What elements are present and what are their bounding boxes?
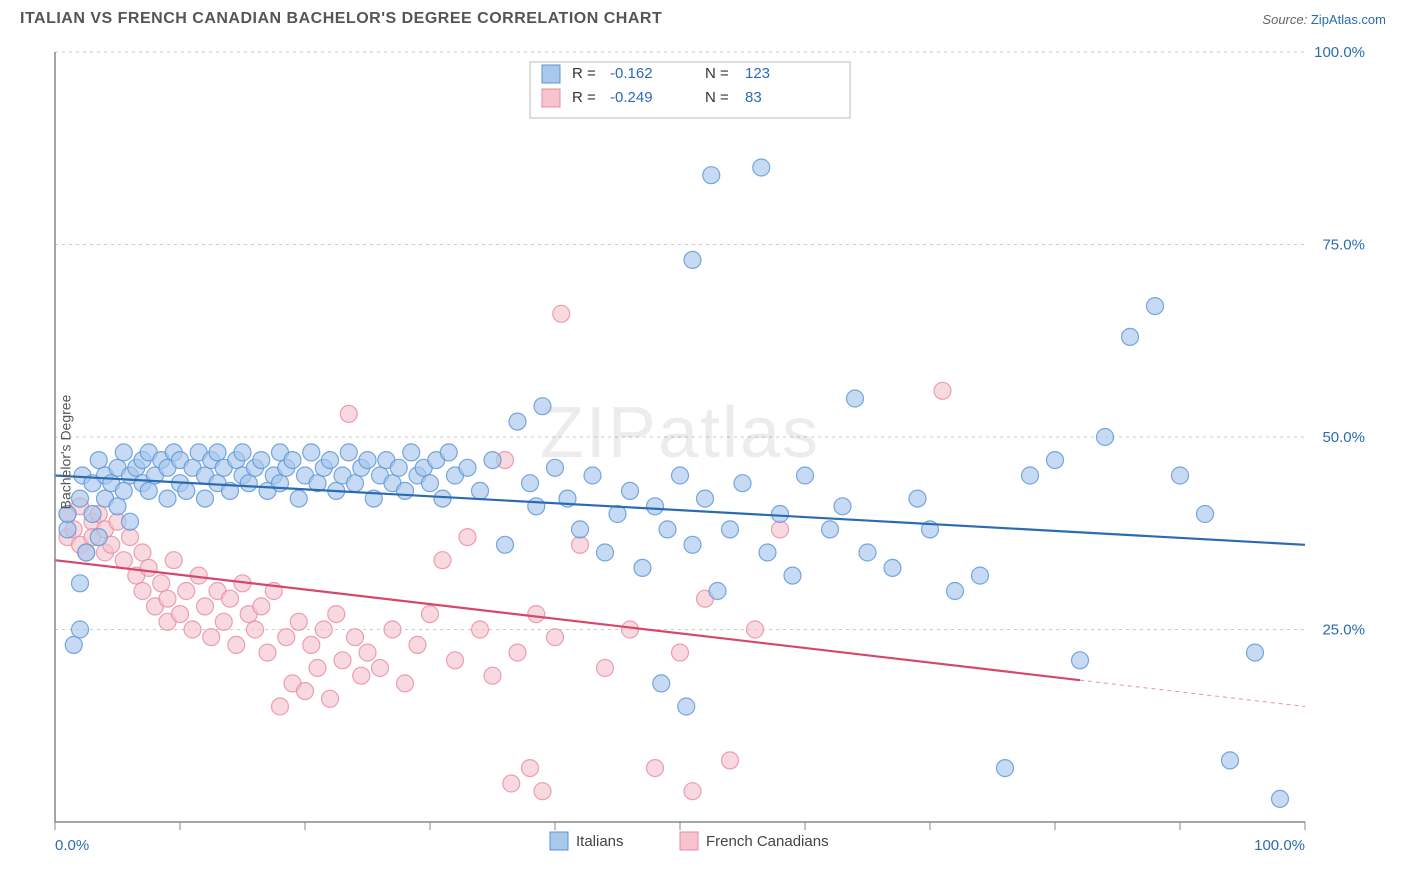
svg-text:Italians: Italians bbox=[576, 833, 624, 850]
svg-text:83: 83 bbox=[745, 89, 762, 106]
svg-text:25.0%: 25.0% bbox=[1322, 622, 1365, 639]
svg-text:N =: N = bbox=[705, 89, 729, 106]
svg-text:50.0%: 50.0% bbox=[1322, 429, 1365, 446]
source-link[interactable]: ZipAtlas.com bbox=[1311, 12, 1386, 27]
source-label: Source: bbox=[1262, 12, 1307, 27]
svg-text:75.0%: 75.0% bbox=[1322, 237, 1365, 254]
svg-text:123: 123 bbox=[745, 65, 770, 82]
svg-text:R =: R = bbox=[572, 65, 596, 82]
svg-text:N =: N = bbox=[705, 65, 729, 82]
svg-text:0.0%: 0.0% bbox=[55, 837, 89, 854]
svg-text:French Canadians: French Canadians bbox=[706, 833, 829, 850]
svg-text:R =: R = bbox=[572, 89, 596, 106]
svg-text:100.0%: 100.0% bbox=[1254, 837, 1305, 854]
y-axis-label: Bachelor's Degree bbox=[57, 395, 73, 510]
svg-text:-0.162: -0.162 bbox=[610, 65, 653, 82]
chart-container: Bachelor's Degree ZIPatlas 0.0% 100.0% 25.0… bbox=[0, 32, 1406, 872]
svg-text:ZIPatlas: ZIPatlas bbox=[540, 393, 820, 473]
chart-title: ITALIAN VS FRENCH CANADIAN BACHELOR'S DE… bbox=[20, 10, 662, 28]
scatter-chart: ZIPatlas 0.0% 100.0% 25.0% 50.0% 75.0% 100.0% R… bbox=[0, 32, 1406, 872]
svg-text:-0.249: -0.249 bbox=[610, 89, 653, 106]
source-attribution: Source: ZipAtlas.com bbox=[1262, 12, 1386, 27]
svg-text:100.0%: 100.0% bbox=[1314, 44, 1365, 61]
chart-header: ITALIAN VS FRENCH CANADIAN BACHELOR'S DE… bbox=[0, 0, 1406, 32]
